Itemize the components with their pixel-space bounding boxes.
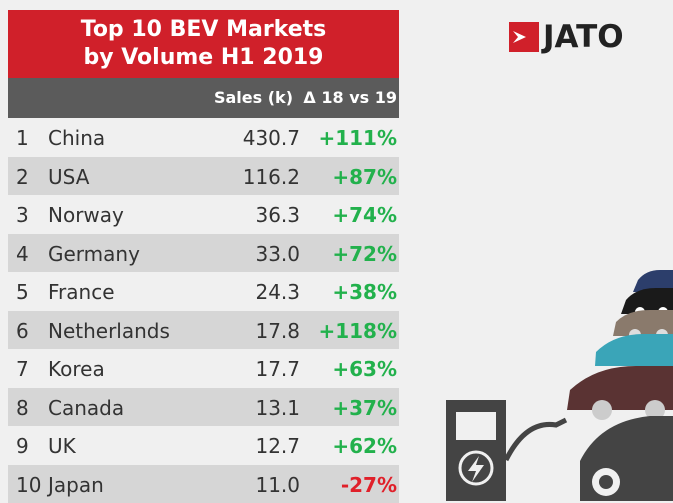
table-title: Top 10 BEV Markets by Volume H1 2019 — [8, 10, 399, 78]
row-sales: 13.1 — [255, 396, 300, 420]
logo-mark-icon — [509, 22, 539, 52]
title-line-2: by Volume H1 2019 — [83, 44, 323, 72]
row-rank: 3 — [16, 203, 42, 227]
row-country: USA — [48, 165, 89, 189]
row-sales: 17.8 — [255, 319, 300, 343]
row-country: Japan — [48, 473, 104, 497]
row-change: +74% — [332, 203, 397, 227]
row-rank: 1 — [16, 126, 42, 150]
row-change: +38% — [332, 280, 397, 304]
row-sales: 17.7 — [255, 357, 300, 381]
row-rank: 5 — [16, 280, 42, 304]
row-sales: 12.7 — [255, 434, 300, 458]
table-header: Sales (k) Δ 18 vs 19 — [8, 78, 399, 118]
row-rank: 7 — [16, 357, 42, 381]
row-sales: 24.3 — [255, 280, 300, 304]
row-country: Netherlands — [48, 319, 170, 343]
row-rank: 8 — [16, 396, 42, 420]
header-sales: Sales (k) — [214, 88, 293, 107]
row-sales: 33.0 — [255, 242, 300, 266]
row-rank: 10 — [16, 473, 42, 497]
row-change: +37% — [332, 396, 397, 420]
row-sales: 430.7 — [243, 126, 300, 150]
row-change: +62% — [332, 434, 397, 458]
row-rank: 6 — [16, 319, 42, 343]
row-rank: 4 — [16, 242, 42, 266]
row-change: +72% — [332, 242, 397, 266]
row-rank: 9 — [16, 434, 42, 458]
row-rank: 2 — [16, 165, 42, 189]
logo-text: JATO — [543, 19, 624, 55]
jato-logo: JATO — [509, 20, 624, 54]
markets-table: Top 10 BEV Markets by Volume H1 2019 Sal… — [8, 10, 399, 503]
row-country: Germany — [48, 242, 140, 266]
title-line-1: Top 10 BEV Markets — [81, 16, 327, 44]
row-country: Korea — [48, 357, 105, 381]
ev-charging-illustration-icon — [430, 260, 673, 501]
row-country: UK — [48, 434, 76, 458]
row-change: +63% — [332, 357, 397, 381]
row-sales: 11.0 — [255, 473, 300, 497]
row-country: Norway — [48, 203, 124, 227]
row-country: France — [48, 280, 115, 304]
row-change: -27% — [341, 473, 397, 497]
row-change: +87% — [332, 165, 397, 189]
row-change: +111% — [318, 126, 397, 150]
row-sales: 36.3 — [255, 203, 300, 227]
row-change: +118% — [318, 319, 397, 343]
header-change: Δ 18 vs 19 — [303, 88, 397, 107]
row-country: Canada — [48, 396, 124, 420]
row-country: China — [48, 126, 105, 150]
row-sales: 116.2 — [243, 165, 300, 189]
